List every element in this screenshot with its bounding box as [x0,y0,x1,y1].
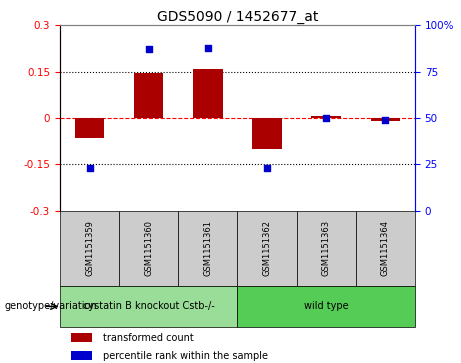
Bar [252,118,282,149]
Text: genotype/variation: genotype/variation [5,301,97,311]
Text: percentile rank within the sample: percentile rank within the sample [102,351,267,361]
Point [263,165,271,171]
Bar [75,118,104,138]
Bar [371,118,400,121]
Bar [119,211,178,286]
Bar [134,73,164,118]
Text: cystatin B knockout Cstb-/-: cystatin B knockout Cstb-/- [83,301,214,311]
Point [204,45,212,50]
Bar [193,69,223,118]
Bar [178,211,237,286]
Bar [237,211,296,286]
Point [382,117,389,123]
Bar [71,333,92,342]
Text: GSM1151359: GSM1151359 [85,220,94,276]
Bar [311,117,341,118]
Point [322,115,330,121]
Bar [60,211,119,286]
Text: GSM1151360: GSM1151360 [144,220,153,276]
Text: GSM1151364: GSM1151364 [381,220,390,276]
Text: GSM1151361: GSM1151361 [203,220,213,276]
Text: transformed count: transformed count [102,333,193,343]
Bar [356,211,415,286]
Title: GDS5090 / 1452677_at: GDS5090 / 1452677_at [157,11,318,24]
Point [86,165,93,171]
Bar [71,351,92,360]
Point [145,46,152,52]
Text: wild type: wild type [304,301,349,311]
Bar [296,211,356,286]
Bar [237,286,415,327]
Text: GSM1151363: GSM1151363 [322,220,331,276]
Text: GSM1151362: GSM1151362 [262,220,272,276]
Bar [60,286,237,327]
